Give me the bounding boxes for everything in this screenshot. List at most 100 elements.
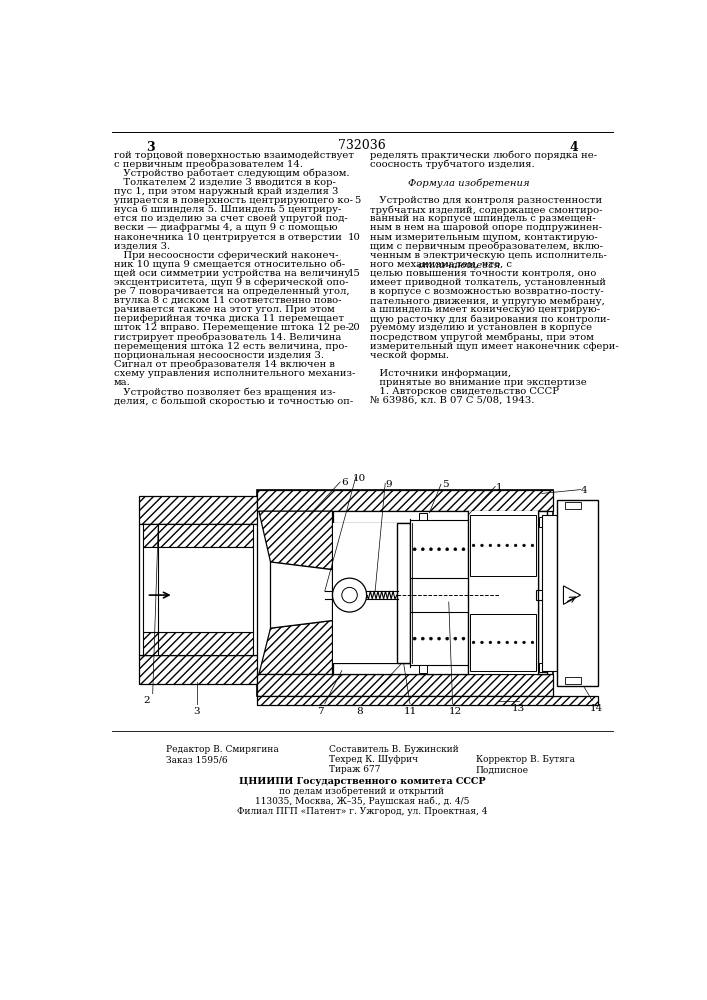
Text: гой торцовой поверхностью взаимодействует: гой торцовой поверхностью взаимодействуе… [114, 151, 354, 160]
Text: ванный на корпусе шпиндель с размещен-: ванный на корпусе шпиндель с размещен- [370, 214, 595, 223]
Text: по делам изобретений и открытий: по делам изобретений и открытий [279, 787, 445, 796]
Text: 7: 7 [317, 707, 325, 716]
Circle shape [341, 587, 357, 603]
Text: Толкателем 2 изделие 3 вводится в кор-: Толкателем 2 изделие 3 вводится в кор- [114, 178, 336, 187]
Circle shape [454, 548, 457, 551]
Text: а шпиндель имеет коническую центрирую-: а шпиндель имеет коническую центрирую- [370, 305, 600, 314]
Text: Корректор В. Бутяга: Корректор В. Бутяга [476, 755, 575, 764]
Text: перемещения штока 12 есть величина, про-: перемещения штока 12 есть величина, про- [114, 342, 348, 351]
Text: измерительный щуп имеет наконечник сфери-: измерительный щуп имеет наконечник сфери… [370, 342, 619, 351]
Text: изделия 3.: изделия 3. [114, 242, 170, 251]
Text: Составитель В. Бужинский: Составитель В. Бужинский [329, 745, 458, 754]
Text: 12: 12 [448, 707, 462, 716]
Text: Сигнал от преобразователя 14 включен в: Сигнал от преобразователя 14 включен в [114, 360, 335, 369]
Text: 5: 5 [354, 196, 361, 205]
Text: 113035, Москва, Ж–35, Раушская наб., д. 4/5: 113035, Москва, Ж–35, Раушская наб., д. … [255, 797, 469, 806]
Text: трубчатых изделий, содержащее смонтиро-: трубчатых изделий, содержащее смонтиро- [370, 205, 602, 215]
Text: Заказ 1595/6: Заказ 1595/6 [166, 755, 228, 764]
Text: 732036: 732036 [338, 139, 386, 152]
Text: ченным в электрическую цепь исполнитель-: ченным в электрическую цепь исполнитель- [370, 251, 607, 260]
Circle shape [514, 544, 517, 547]
Text: 1: 1 [496, 483, 503, 492]
Text: 14: 14 [590, 704, 602, 713]
Text: наконечника 10 центрируется в отверстии: наконечника 10 центрируется в отверстии [114, 233, 341, 242]
Circle shape [498, 544, 500, 547]
Circle shape [481, 544, 484, 547]
Text: Формула изобретения: Формула изобретения [409, 178, 530, 188]
Circle shape [481, 641, 484, 644]
Text: упирается в поверхность центрирующего ко-: упирается в поверхность центрирующего ко… [114, 196, 353, 205]
Bar [332, 663, 468, 674]
Text: ма.: ма. [114, 378, 131, 387]
Circle shape [421, 637, 424, 640]
Bar [143, 632, 253, 655]
Circle shape [445, 548, 449, 551]
Text: схему управления исполнительного механиз-: схему управления исполнительного механиз… [114, 369, 356, 378]
Text: Редактор В. Смирягина: Редактор В. Смирягина [166, 745, 279, 754]
Text: вески — диафрагмы 4, а щуп 9 с помощью: вески — диафрагмы 4, а щуп 9 с помощью [114, 223, 337, 232]
Circle shape [472, 641, 475, 644]
Text: с первичным преобразователем 14.: с первичным преобразователем 14. [114, 160, 303, 169]
Text: ЦНИИПИ Государственного комитета СССР: ЦНИИПИ Государственного комитета СССР [239, 777, 485, 786]
Text: делия, с большой скоростью и точностью оп-: делия, с большой скоростью и точностью о… [114, 396, 354, 406]
Text: имеет приводной толкатель, установленный: имеет приводной толкатель, установленный [370, 278, 606, 287]
Circle shape [413, 548, 416, 551]
Circle shape [531, 544, 534, 547]
Text: 15: 15 [348, 269, 361, 278]
Bar [410, 520, 468, 578]
Text: ческой формы.: ческой формы. [370, 351, 449, 360]
Bar [537, 590, 561, 600]
Circle shape [489, 641, 492, 644]
Text: Устройство для контроля разностенности: Устройство для контроля разностенности [370, 196, 602, 205]
Text: ным измерительным щупом, контактирую-: ным измерительным щупом, контактирую- [370, 233, 597, 242]
Bar [539, 663, 547, 672]
Text: шток 12 вправо. Перемещение штока 12 ре-: шток 12 вправо. Перемещение штока 12 ре- [114, 323, 349, 332]
Bar [397, 523, 410, 663]
Bar [565, 677, 580, 684]
Text: 13: 13 [512, 704, 525, 713]
Bar [332, 523, 468, 663]
Bar [410, 612, 468, 665]
Text: 20: 20 [348, 323, 361, 332]
Text: посредством упругой мембраны, при этом: посредством упругой мембраны, при этом [370, 333, 594, 342]
Text: пательного движения, и упругую мембрану,: пательного движения, и упругую мембрану, [370, 296, 604, 306]
Circle shape [462, 637, 465, 640]
Circle shape [506, 641, 508, 644]
Text: руемому изделию и установлен в корпусе: руемому изделию и установлен в корпусе [370, 323, 592, 332]
Bar [468, 511, 538, 674]
Text: порциональная несоосности изделия 3.: порциональная несоосности изделия 3. [114, 351, 324, 360]
Circle shape [454, 637, 457, 640]
Text: соосность трубчатого изделия.: соосность трубчатого изделия. [370, 160, 534, 169]
Text: отличающееся: отличающееся [417, 260, 501, 269]
Text: эксцентриситета, щуп 9 в сферической опо-: эксцентриситета, щуп 9 в сферической опо… [114, 278, 349, 287]
Text: в корпусе с возможностью возвратно-посту-: в корпусе с возможностью возвратно-посту… [370, 287, 604, 296]
Circle shape [421, 548, 424, 551]
Bar [257, 490, 554, 511]
Text: 10: 10 [353, 474, 366, 483]
Bar [419, 513, 427, 520]
Bar [257, 696, 598, 705]
Circle shape [438, 637, 440, 640]
Bar [542, 515, 557, 671]
Text: Устройство позволяет без вращения из-: Устройство позволяет без вращения из- [114, 387, 336, 397]
Text: 4: 4 [581, 486, 588, 495]
Circle shape [522, 544, 525, 547]
Bar [143, 524, 253, 547]
Text: ным в нем на шаровой опоре подпружинен-: ным в нем на шаровой опоре подпружинен- [370, 223, 602, 232]
Text: нуса 6 шпинделя 5. Шпиндель 5 центриру-: нуса 6 шпинделя 5. Шпиндель 5 центриру- [114, 205, 341, 214]
Circle shape [489, 544, 492, 547]
Circle shape [429, 637, 433, 640]
Text: Филиал ПГП «Патент» г. Ужгород, ул. Проектная, 4: Филиал ПГП «Патент» г. Ужгород, ул. Прое… [237, 807, 487, 816]
Text: 8: 8 [356, 707, 363, 716]
Circle shape [462, 548, 465, 551]
Text: 6: 6 [341, 478, 347, 487]
Text: Техред К. Шуфрич: Техред К. Шуфрич [329, 755, 418, 764]
Text: периферийная точка диска 11 перемещает: периферийная точка диска 11 перемещает [114, 314, 344, 323]
Polygon shape [271, 562, 332, 628]
Bar [139, 524, 257, 655]
Text: При несоосности сферический наконеч-: При несоосности сферический наконеч- [114, 251, 339, 260]
Circle shape [506, 544, 508, 547]
Circle shape [429, 548, 433, 551]
Bar [257, 490, 554, 696]
Text: 3: 3 [146, 141, 155, 154]
